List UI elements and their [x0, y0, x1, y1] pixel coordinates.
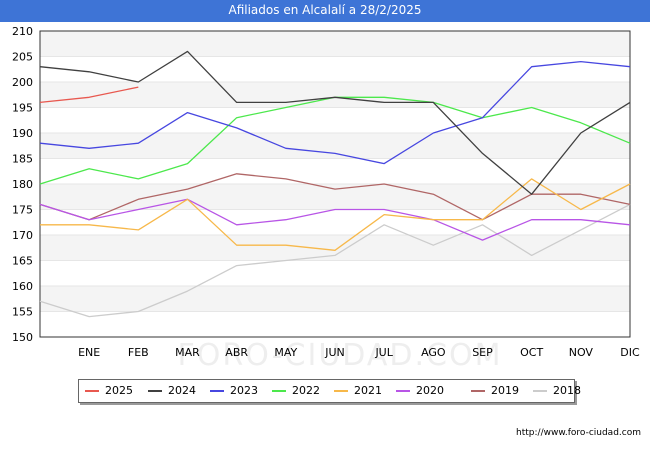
grid-band: [40, 235, 630, 261]
legend-swatch-2021: [334, 390, 348, 392]
series-line-2025: [39, 86, 139, 104]
grid-band: [40, 133, 630, 159]
x-tick-label: MAR: [175, 346, 200, 359]
series-line-2018: [39, 203, 631, 318]
legend-label-2025: 2025: [105, 384, 133, 397]
grid-band: [40, 260, 630, 286]
legend-swatch-2018: [533, 390, 547, 392]
legend-swatch-2024: [148, 390, 162, 392]
source-url[interactable]: http://www.foro-ciudad.com: [516, 428, 641, 438]
x-tick-label: SEP: [472, 346, 493, 359]
y-tick-label: 165: [12, 255, 33, 268]
y-tick-label: 180: [12, 178, 33, 191]
y-tick-label: 200: [12, 76, 33, 89]
chart-legend: 2025 2024 2023 2022 2021 2020 2019 2018: [78, 379, 581, 403]
grid-band: [40, 82, 630, 108]
legend-label-2021: 2021: [354, 384, 382, 397]
y-tick-label: 160: [12, 280, 33, 293]
y-tick-label: 155: [12, 306, 33, 319]
chart-title: Afiliados en Alcalalí a 28/2/2025: [228, 3, 422, 17]
grid-band: [40, 107, 630, 133]
grid-band: [40, 56, 630, 82]
grid-band: [40, 209, 630, 235]
y-tick-label: 170: [12, 229, 33, 242]
legend-label-2020: 2020: [416, 384, 444, 397]
x-tick-label: AGO: [421, 346, 446, 359]
grid-band: [40, 31, 630, 57]
x-tick-label: MAY: [274, 346, 297, 359]
x-tick-label: FEB: [128, 346, 149, 359]
legend-swatch-2025: [85, 390, 99, 392]
y-tick-label: 205: [12, 51, 33, 64]
legend-swatch-2019: [471, 390, 485, 392]
series-line-2023: [39, 60, 631, 165]
y-tick-label: 150: [12, 331, 33, 344]
series-line-2024: [39, 50, 631, 195]
series-line-2021: [40, 178, 631, 251]
y-tick-label: 190: [12, 127, 33, 140]
legend-label-2024: 2024: [168, 384, 196, 397]
legend-swatch-2020: [396, 390, 410, 392]
series-line-2020: [39, 198, 631, 241]
legend-label-2018: 2018: [553, 384, 581, 397]
legend-swatch-2022: [272, 390, 286, 392]
grid-band: [40, 311, 630, 337]
legend-label-2019: 2019: [491, 384, 519, 397]
x-tick-label: JUL: [374, 346, 393, 359]
x-tick-label: DIC: [620, 346, 640, 359]
x-tick-label: ENE: [78, 346, 100, 359]
title-bar: [0, 0, 650, 22]
grid-band: [40, 184, 630, 210]
grid-band: [40, 158, 630, 184]
watermark-text: FORO-CIUDAD.COM: [178, 338, 503, 373]
legend-swatch-2023: [210, 390, 224, 392]
x-tick-label: OCT: [520, 346, 543, 359]
legend-label-2022: 2022: [292, 384, 320, 397]
y-tick-label: 175: [12, 204, 33, 217]
y-tick-label: 210: [12, 25, 33, 38]
y-tick-label: 185: [12, 153, 33, 166]
x-tick-label: ABR: [225, 346, 248, 359]
x-tick-label: NOV: [569, 346, 594, 359]
x-tick-label: JUN: [324, 346, 345, 359]
y-tick-label: 195: [12, 102, 33, 115]
grid-band: [40, 286, 630, 312]
legend-label-2023: 2023: [230, 384, 258, 397]
